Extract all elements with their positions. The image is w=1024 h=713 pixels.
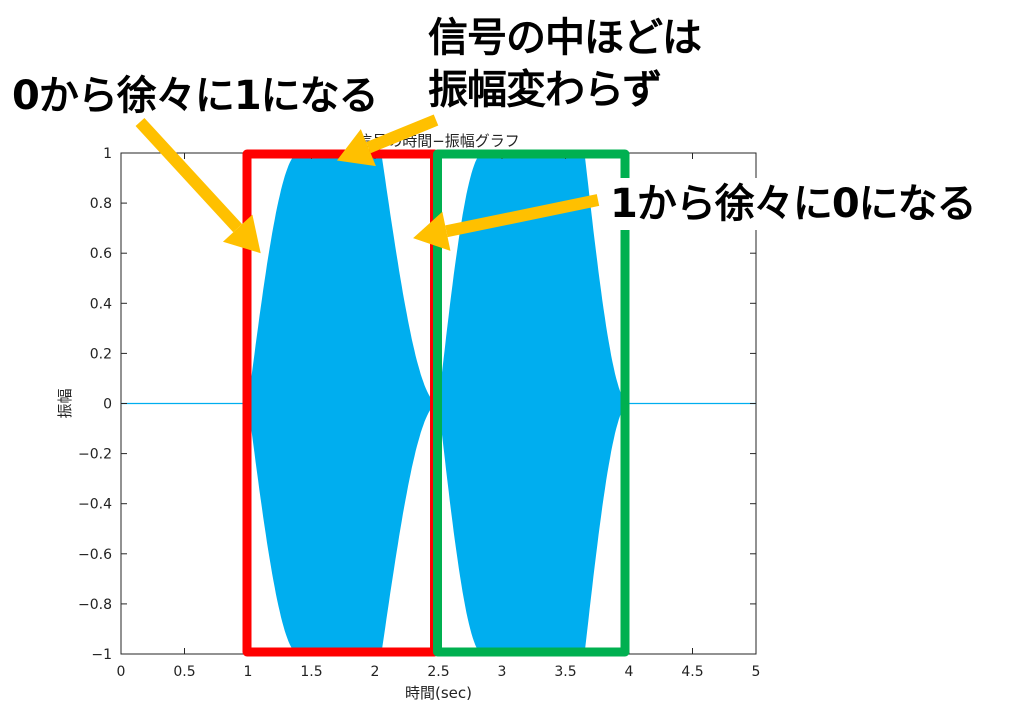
highlight-boxes <box>242 149 630 657</box>
arrow-fade-in <box>135 117 261 254</box>
annotation-fade-out: 1から徐々に0になる <box>604 178 982 230</box>
y-tick-label: 1 <box>103 146 112 162</box>
y-tick-label: −1 <box>91 647 112 663</box>
x-tick-label: 3 <box>498 664 507 680</box>
y-tick-label: −0.4 <box>78 497 112 513</box>
annotation-middle-constant: 信号の中ほどは 振幅変わらず <box>428 15 702 113</box>
y-tick-label: 0.4 <box>90 296 112 312</box>
arrow-middle <box>336 114 439 167</box>
x-tick-label: 0.5 <box>173 664 195 680</box>
y-axis-label: 振幅 <box>56 388 74 418</box>
annotation-fade-in: 0から徐々に1になる <box>12 73 379 119</box>
y-tick-label: −0.6 <box>78 547 112 563</box>
y-tick-label: −0.2 <box>78 447 112 463</box>
y-tick-label: 0.8 <box>90 196 112 212</box>
annotation-arrows <box>135 114 600 254</box>
arrow-fade-out <box>413 194 600 251</box>
green-box <box>433 149 630 657</box>
y-tick-label: −0.8 <box>78 597 112 613</box>
y-tick-label: 0 <box>103 397 112 413</box>
y-tick-label: 0.2 <box>90 346 112 362</box>
x-tick-label: 1.5 <box>300 664 322 680</box>
x-tick-label: 2.5 <box>427 664 449 680</box>
x-tick-label: 3.5 <box>554 664 576 680</box>
x-tick-label: 4.5 <box>681 664 703 680</box>
x-tick-label: 5 <box>752 664 761 680</box>
x-axis-label: 時間(sec) <box>405 684 472 702</box>
x-tick-label: 0 <box>117 664 126 680</box>
ticks-group: 0 0.5 1 1.5 2 2.5 3 3.5 4 4.5 5 1 0.8 0.6 0.4 0.2 0 −0.2 −… <box>78 146 760 680</box>
y-tick-label: 0.6 <box>90 246 112 262</box>
x-tick-label: 1 <box>244 664 253 680</box>
x-tick-label: 2 <box>371 664 380 680</box>
x-tick-label: 4 <box>625 664 634 680</box>
